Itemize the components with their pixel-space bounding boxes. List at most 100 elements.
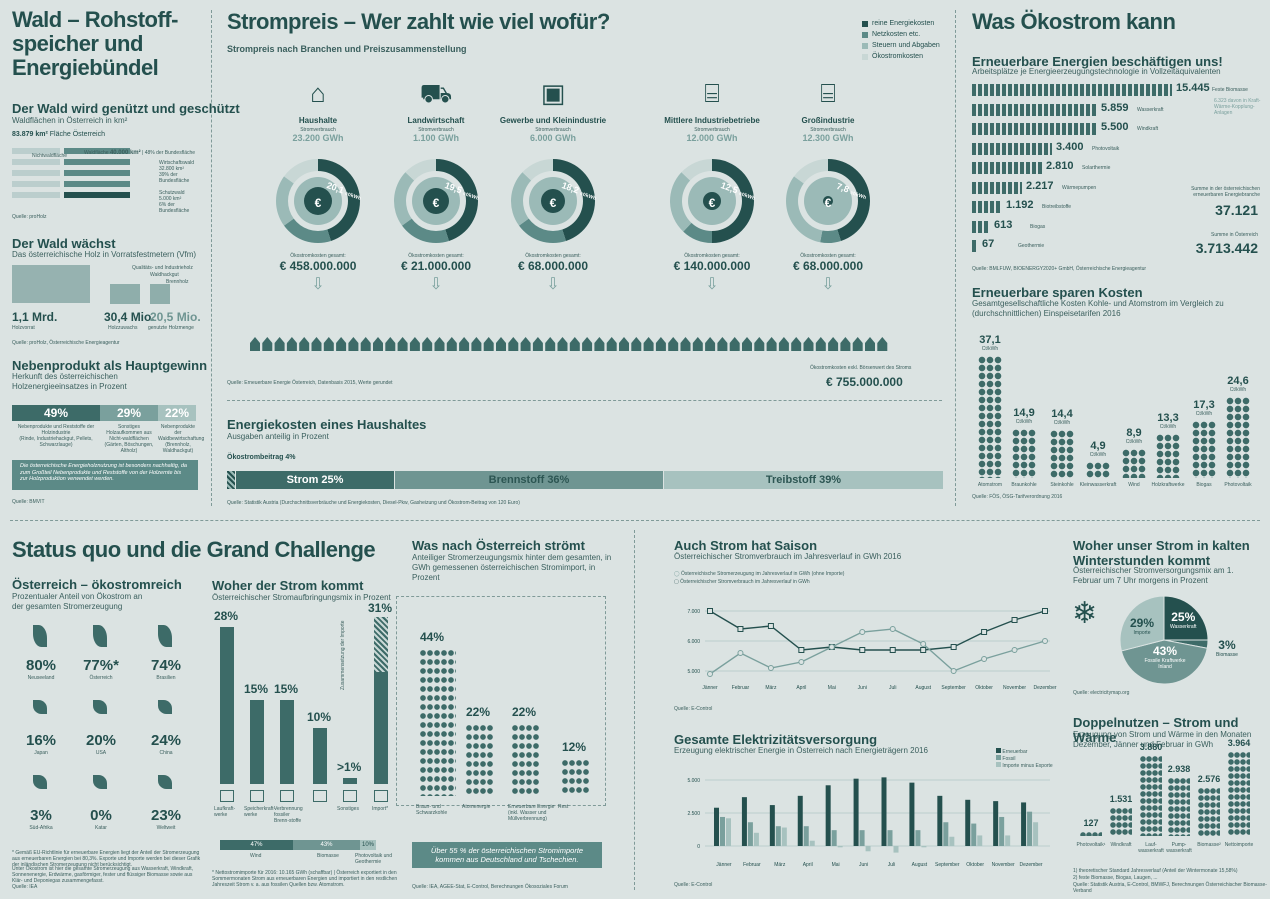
legend-qualitaet: Qualitäts- und Industrieholz — [132, 265, 193, 271]
woher-value: 28% — [214, 609, 239, 624]
holzzuwachs-label: Holzzuwachs — [108, 325, 138, 331]
data-point — [920, 647, 927, 653]
job-value: 5.859 — [1101, 101, 1129, 114]
donut-slice — [553, 159, 595, 241]
pie-f: 43% Fossile Kraftwerke Inland — [1144, 644, 1186, 670]
sector-icon: ⌂ — [310, 78, 326, 108]
data-point — [707, 608, 713, 614]
schutzwald-label: Schutzwald 5.000 km² 6% der Bundesfläche — [159, 190, 190, 214]
sector-donut: € — [511, 159, 595, 243]
y-tick-label: 6.000 — [687, 639, 700, 645]
y-tick-label: 0 — [697, 844, 700, 850]
haushalt-sub: Ausgaben anteilig in Prozent — [227, 432, 329, 441]
house-icon — [594, 337, 605, 351]
house-icon — [582, 337, 593, 351]
source: Quelle: FÖS, ÖSG-Tarifverordnung 2016 — [972, 494, 1063, 500]
house-icon — [705, 337, 716, 351]
job-label: Biotreibstoffe — [1042, 204, 1072, 210]
donut-slice — [284, 218, 331, 243]
flow-label: Rest — [558, 804, 569, 810]
job-people-icons — [972, 123, 1097, 135]
strompreis-sub: Strompreis nach Branchen und Preiszusamm… — [227, 44, 467, 54]
x-tick-label: Juli — [888, 862, 896, 868]
forest-area-pictogram — [12, 148, 130, 198]
divider — [634, 530, 635, 890]
bar — [993, 801, 999, 846]
elekt-legend: Erneuerbar Fossil Importe minus Exporte — [996, 748, 1053, 769]
country-label: China — [159, 750, 173, 756]
doppel-icons — [1080, 832, 1102, 836]
doppel-value: 2.576 — [1197, 774, 1221, 784]
wald-s3-sub: Herkunft des österreichischen Holzenergi… — [12, 372, 127, 391]
doppel-icons — [1198, 788, 1220, 836]
euro-icon: € — [433, 196, 440, 210]
woher-value: 15% — [274, 682, 299, 696]
leaf-bolt-icon — [93, 775, 107, 789]
house-icon — [286, 337, 297, 351]
doppel-sub: Erzeugung von Strom und Wärme in den Mon… — [1073, 730, 1252, 749]
down-arrow-icon: ⇩ — [821, 276, 835, 293]
cost-unit: Ct/kWh — [1089, 451, 1107, 458]
oko-s1-sub: Arbeitsplätze je Energieerzeugungstechno… — [972, 67, 1221, 76]
country-value: 24% — [150, 732, 182, 749]
flow-label: Atomenergie — [462, 804, 491, 810]
house-icon — [459, 337, 470, 351]
donut-slice — [712, 159, 754, 243]
woher-bar — [313, 728, 327, 784]
woher-bar — [280, 700, 294, 784]
flow-value: 22% — [512, 705, 537, 719]
sector-name: Haushalte — [298, 116, 338, 125]
bar — [859, 830, 865, 846]
woher-label: Speicherkraft-werke — [244, 806, 276, 818]
job-people-icons — [972, 103, 1097, 116]
sector-gwh: 6.000 GWh — [529, 133, 576, 143]
sector-kosten: € 140.000.000 — [673, 259, 751, 273]
country-label: Neuseeland — [27, 675, 55, 681]
sector-kosten: € 68.000.000 — [517, 259, 589, 273]
house-icon — [729, 337, 740, 351]
cost-value: 13,3 — [1157, 412, 1179, 425]
elekt-title: Gesamte Elektrizitätsversorgung — [674, 732, 878, 747]
verbrauch-label: Stromverbrauch — [535, 127, 571, 133]
source: Quelle: IEA, AGEE-Stat, E-Control, Berec… — [412, 884, 568, 890]
source: Quelle: BMLFUW, BIOENERGY2020+ GmbH, Öst… — [972, 266, 1147, 272]
doppel-icons — [1110, 808, 1132, 836]
y-tick-label: 7.000 — [687, 609, 700, 615]
down-arrow-icon: ⇩ — [429, 276, 443, 293]
down-arrow-icon: ⇩ — [311, 276, 325, 293]
woher-value: 15% — [244, 682, 269, 696]
cost-value: 37,1 — [979, 333, 1001, 346]
flow-value: 22% — [466, 705, 491, 719]
divider — [211, 10, 212, 506]
bar — [775, 826, 781, 846]
doppel-value: 127 — [1083, 818, 1099, 828]
house-icon — [311, 337, 322, 351]
sum2-value: 3.713.442 — [1195, 240, 1258, 256]
job-label: Biogas — [1030, 223, 1046, 230]
doppel-f2: 2) feste Biomasse, Biogas, Laugen, ... — [1073, 875, 1158, 881]
house-icon — [360, 337, 371, 351]
bar — [977, 835, 983, 846]
house-icon — [815, 337, 826, 351]
source: Quelle: electricitymap.org — [1073, 690, 1130, 696]
divider — [227, 400, 942, 401]
flow-sub: Anteiliger Stromerzeugungsmix hinter dem… — [412, 553, 612, 582]
data-point — [859, 629, 866, 635]
data-point — [950, 668, 957, 674]
haushalt-title: Energiekosten eines Haushaltes — [227, 417, 427, 432]
donut-slice — [820, 229, 841, 243]
doppel-label: Pump-wasserkraft — [1166, 842, 1192, 854]
sector-icon: ▣ — [540, 78, 566, 108]
genutzt-value: 20,5 Mio. — [150, 310, 201, 324]
import-stack — [374, 617, 388, 784]
oko-label: Ökostromkosten gesamt: — [290, 253, 346, 259]
verbrauch-label: Stromverbrauch — [810, 127, 846, 133]
doppel-value: 2.938 — [1167, 764, 1191, 774]
legend-hackgut: Waldhackgut — [150, 272, 179, 278]
divider — [10, 520, 1260, 521]
oko-label: Ökostromkosten gesamt: — [800, 253, 856, 259]
job-value: 67 — [982, 238, 995, 250]
data-point — [981, 629, 988, 635]
bar — [1027, 811, 1033, 846]
house-icon — [422, 337, 433, 351]
